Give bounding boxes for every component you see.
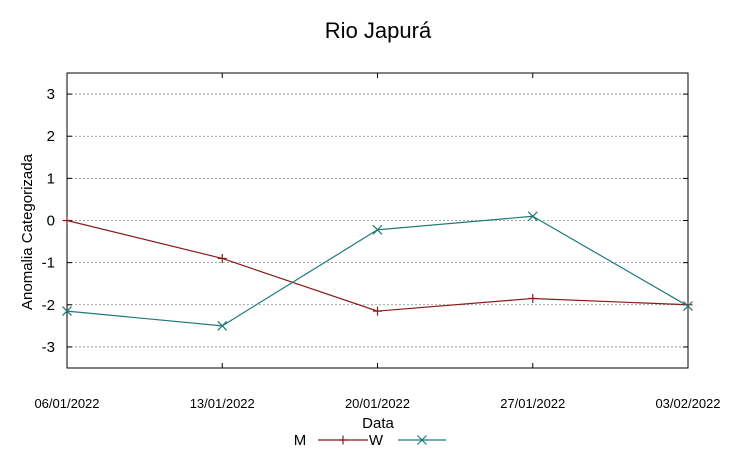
x-axis-ticks: 06/01/2022 13/01/2022 20/01/2022 27/01/2022… — [34, 73, 721, 411]
data-point — [373, 306, 382, 316]
data-point — [217, 253, 227, 263]
x-tick-label: 20/01/2022 — [345, 396, 410, 411]
grid-lines — [67, 93, 688, 348]
x-tick-label: 13/01/2022 — [190, 396, 255, 411]
y-tick-label: -1 — [42, 255, 55, 272]
data-point — [217, 320, 228, 331]
y-axis-label: Anomalia Categorizada — [19, 153, 36, 310]
x-tick-label: 03/02/2022 — [655, 396, 720, 411]
legend-marker — [417, 435, 427, 445]
series-w — [62, 211, 693, 331]
legend-item-w: W — [369, 432, 446, 449]
data-point — [62, 216, 72, 225]
series-m — [62, 216, 693, 316]
y-tick-label: 1 — [47, 170, 55, 187]
y-tick-label: -3 — [42, 339, 55, 356]
legend-label: M — [294, 432, 307, 449]
y-tick-label: 2 — [47, 128, 55, 145]
y-tick-label: 0 — [47, 213, 55, 230]
legend-item-m: M — [294, 432, 368, 449]
data-point — [683, 301, 693, 311]
chart-title: Rio Japurá — [325, 18, 432, 43]
y-tick-label: -2 — [42, 297, 55, 314]
y-axis-ticks: 3 2 1 0 -1 -2 -3 — [42, 86, 688, 356]
data-point — [527, 211, 538, 222]
series-layer — [62, 211, 693, 331]
x-tick-label: 06/01/2022 — [34, 396, 99, 411]
legend-marker — [338, 435, 348, 445]
series-line-m — [66, 219, 689, 312]
x-tick-label: 27/01/2022 — [500, 396, 565, 411]
y-tick-label: 3 — [47, 86, 55, 103]
x-axis-label: Data — [362, 415, 394, 432]
data-point — [528, 293, 538, 303]
data-point — [372, 224, 383, 235]
legend-label: W — [369, 432, 384, 449]
data-point — [62, 306, 72, 317]
